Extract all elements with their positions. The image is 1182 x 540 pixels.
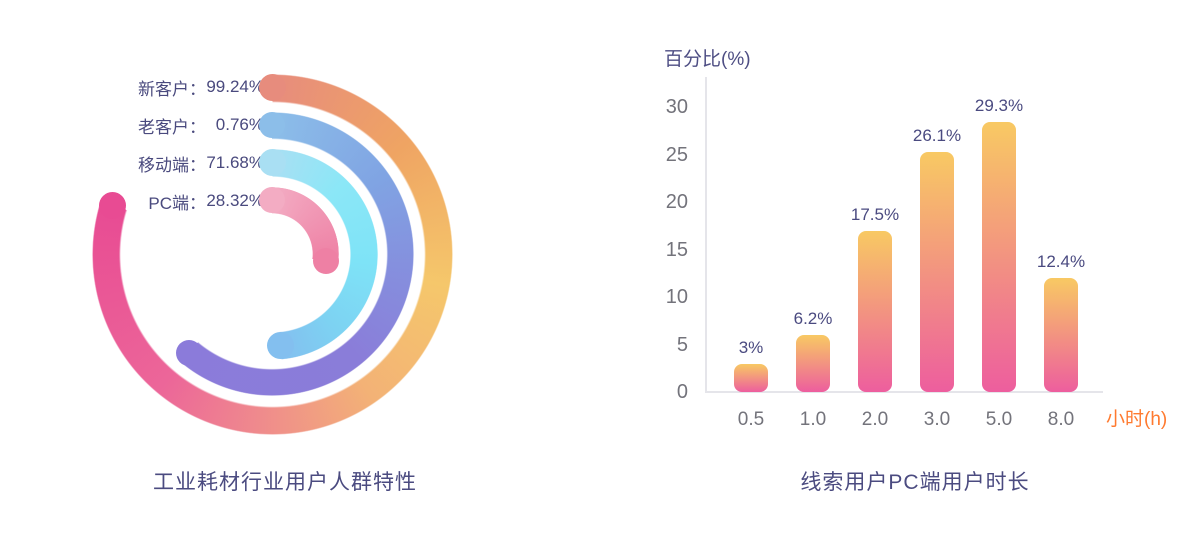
bar-8.0h [1044,278,1078,392]
bar-value-label: 29.3% [974,96,1024,115]
ring-inner-end-cap [312,247,339,274]
bar-0.5h [734,364,768,392]
x-tick-1.0: 1.0 [799,409,827,430]
bar-value-label: 3% [738,338,764,357]
bar-value-label: 6.2% [793,309,833,328]
bar-value-label: 12.4% [1036,252,1086,271]
bar-value-label: 17.5% [850,205,900,224]
right-chart-title: 线索用户PC端用户时长 [800,471,1030,494]
ring-outer-start-cap [258,73,286,101]
y-tick-15: 15 [665,238,688,261]
x-tick-3.0: 3.0 [923,409,951,430]
ring-inner-start-cap [259,187,285,213]
y-tick-0: 0 [676,381,688,403]
ring-2-start-cap [259,112,285,138]
x-axis-unit: 小时(h) [1106,409,1168,430]
x-tick-8.0: 8.0 [1047,409,1075,430]
ring-3-start-cap [258,148,286,176]
y-tick-10: 10 [665,286,688,308]
ring-3-end-cap [266,332,294,360]
bar-2.0h [858,231,892,392]
x-axis-line [705,391,1103,393]
x-tick-0.5: 0.5 [737,409,765,430]
y-axis-title: 百分比(%) [664,49,751,70]
x-tick-2.0: 2.0 [861,409,889,430]
y-tick-20: 20 [665,191,688,213]
y-tick-30: 30 [665,96,688,118]
radial-rings-chart [0,0,560,460]
y-tick-25: 25 [665,143,688,166]
bar-3.0h [920,152,954,392]
ring-outer-end-cap [98,191,126,219]
y-tick-5: 5 [676,333,688,356]
ring-2-end-cap [176,339,203,366]
y-axis-line [705,77,707,392]
x-tick-5.0: 5.0 [985,409,1013,430]
bar-1.0h [796,335,830,392]
left-chart-title: 工业耗材行业用户人群特性 [153,471,417,494]
bar-value-label: 26.1% [912,126,962,145]
bar-5.0h [982,122,1016,392]
